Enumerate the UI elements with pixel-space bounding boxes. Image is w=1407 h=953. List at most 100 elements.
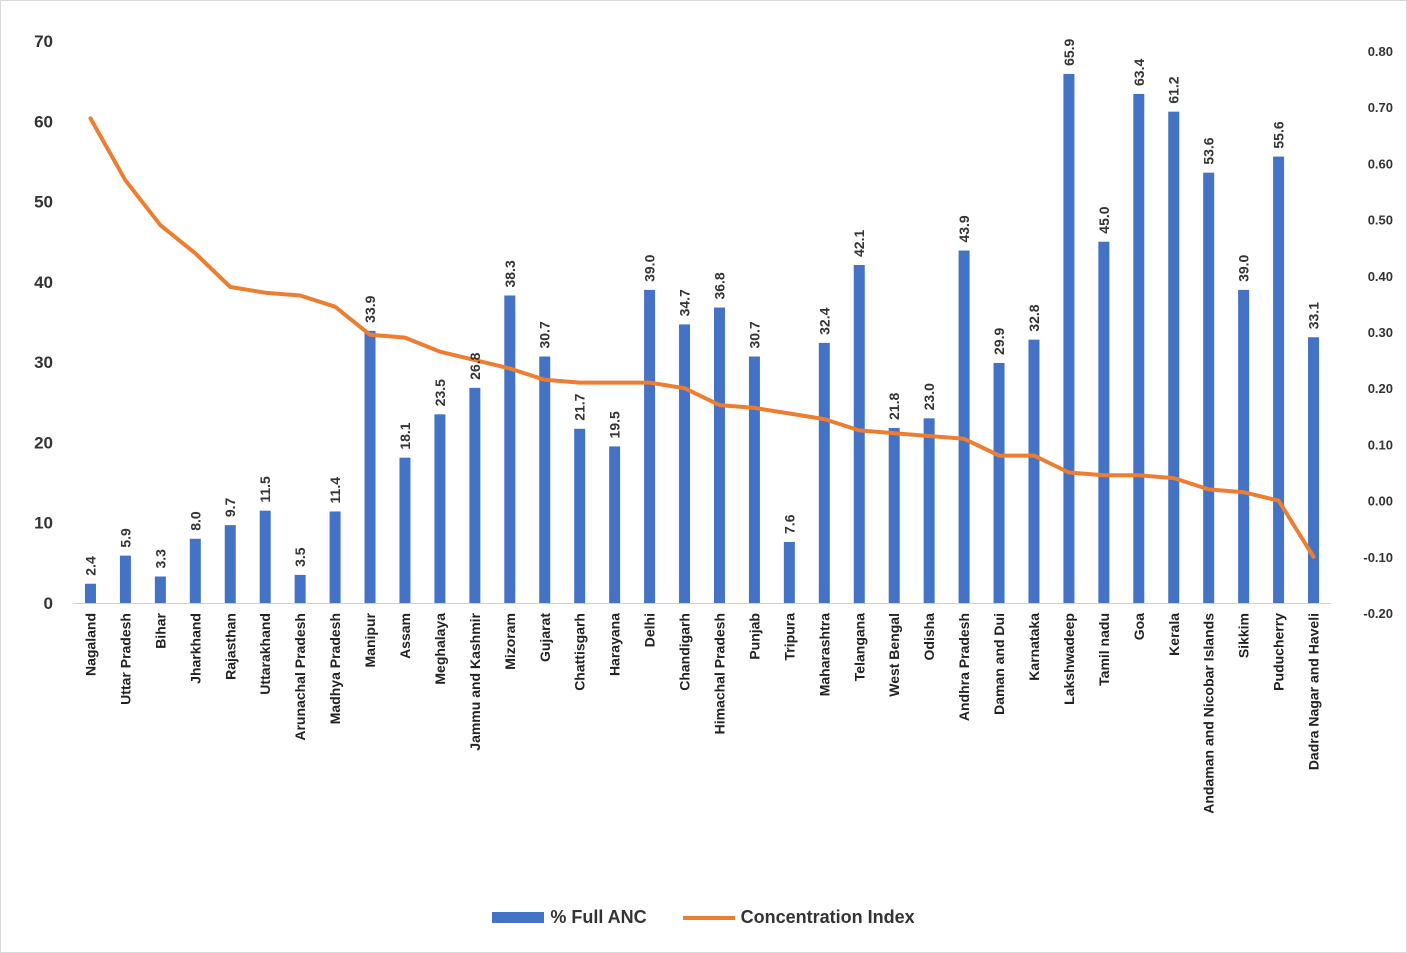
bar [1098, 241, 1110, 603]
legend-swatch-bar [492, 912, 545, 923]
bar [748, 356, 760, 603]
bar [539, 356, 551, 603]
left-axis-tick-label: 20 [34, 433, 53, 452]
category-label: Tripura [781, 613, 797, 661]
bar [679, 324, 691, 603]
bar [713, 307, 725, 603]
category-label: Harayana [607, 613, 623, 676]
bar-data-label: 38.3 [502, 260, 518, 287]
category-label: Arunachal Pradesh [292, 613, 308, 741]
category-label: Madhya Pradesh [327, 613, 343, 724]
category-label: Punjab [746, 613, 762, 660]
bar-data-label: 33.1 [1306, 302, 1322, 329]
bar-data-label: 21.7 [572, 393, 588, 420]
combo-chart: 0 10 20 30 40 50 60 70 -0.20 -0.10 0.00 0.10 0.20 0.3… [34, 32, 1393, 814]
right-axis-tick-label: 0.10 [1368, 437, 1393, 452]
category-label: Sikkim [1236, 613, 1252, 658]
bar-data-label: 34.7 [677, 289, 693, 316]
bar-data-label: 39.0 [1236, 254, 1252, 281]
bar [259, 510, 271, 603]
bar-data-label: 11.5 [257, 476, 273, 503]
bar [154, 576, 166, 603]
category-label: Odisha [921, 613, 937, 661]
right-axis-tick-label: 0.40 [1368, 269, 1393, 284]
category-label: Himachal Pradesh [711, 613, 727, 734]
concentration-index-line [88, 116, 1316, 559]
right-axis-tick-label: 0.50 [1368, 213, 1393, 228]
bar [1168, 111, 1180, 603]
legend-item-concentration-index: Concentration Index [682, 907, 915, 928]
bar [189, 538, 201, 603]
bar [294, 574, 306, 603]
bar [783, 541, 795, 603]
category-label: Assam [397, 613, 413, 659]
category-label: Jammu and Kashmir [467, 612, 483, 750]
bar [364, 330, 376, 603]
bar-data-label: 7.6 [781, 514, 797, 534]
bar-data-label: 2.4 [82, 556, 98, 576]
bar [1063, 73, 1075, 604]
left-axis-tick-label: 50 [34, 193, 53, 212]
bar-data-label: 23.5 [432, 379, 448, 406]
bar [1133, 93, 1145, 603]
category-label: Daman and Dui [991, 613, 1007, 715]
bar-data-label: 30.7 [537, 321, 553, 348]
bar [923, 418, 935, 603]
bar-data-label: 65.9 [1061, 38, 1077, 65]
right-axis-tick-label: 0.70 [1368, 100, 1393, 115]
category-label: Meghalaya [432, 613, 448, 685]
left-axis-tick-label: 70 [34, 32, 53, 51]
category-label: Gujarat [537, 613, 553, 662]
bar-data-label: 32.8 [1026, 304, 1042, 331]
bar-data-label: 3.5 [292, 547, 308, 567]
category-label: Andaman and Nicobar Islands [1201, 613, 1217, 814]
right-axis-tick-label: 0.60 [1368, 156, 1393, 171]
bar [574, 428, 586, 603]
bar-data-label: 21.8 [886, 393, 902, 420]
category-label: Delhi [642, 613, 658, 647]
bar [993, 362, 1005, 603]
bar-data-label: 26.8 [467, 352, 483, 379]
legend: % Full ANC Concentration Index [1, 907, 1406, 928]
bar [609, 446, 621, 603]
right-axis-tick-label: 0.80 [1368, 44, 1393, 59]
bar-data-label: 36.8 [711, 272, 727, 299]
category-label: Uttar Pradesh [117, 613, 133, 705]
bar [853, 264, 865, 603]
bar-data-label: 55.6 [1271, 121, 1287, 148]
bar-data-label: 5.9 [117, 528, 133, 548]
bar [84, 583, 96, 603]
category-label: Tamil nadu [1096, 613, 1112, 686]
bar [1028, 339, 1040, 603]
legend-swatch-line [682, 915, 735, 920]
category-label: Manipur [362, 612, 378, 667]
bar [329, 511, 341, 603]
bar-data-label: 43.9 [956, 215, 972, 242]
bar [958, 250, 970, 603]
bar [469, 387, 481, 603]
category-label: Rajasthan [222, 613, 238, 680]
category-label: Puducherry [1271, 613, 1287, 691]
bar-data-label: 63.4 [1131, 59, 1147, 86]
bar-data-label: 18.1 [397, 422, 413, 449]
bar-data-label: 9.7 [222, 497, 238, 517]
category-label: West Bengal [886, 613, 902, 697]
category-label: Kerala [1166, 613, 1182, 656]
category-label: Goa [1131, 613, 1147, 640]
right-axis-tick-label: -0.20 [1363, 606, 1393, 621]
bar-data-label: 32.4 [816, 307, 832, 334]
category-label: Karnataka [1026, 613, 1042, 681]
category-label: Andhra Pradesh [956, 613, 972, 721]
bar-data-label: 29.9 [991, 327, 1007, 354]
bar-data-label: 53.6 [1201, 137, 1217, 164]
bar [504, 295, 516, 603]
right-axis-tick-label: 0.20 [1368, 381, 1393, 396]
legend-label-concentration-index: Concentration Index [740, 907, 915, 927]
bar-data-label: 33.9 [362, 295, 378, 322]
category-label: Nagaland [82, 613, 98, 676]
left-axis-tick-label: 40 [34, 273, 53, 292]
right-axis-tick-label: 0.00 [1368, 494, 1393, 509]
bar-data-label: 11.4 [327, 477, 343, 504]
bar [1238, 289, 1250, 603]
